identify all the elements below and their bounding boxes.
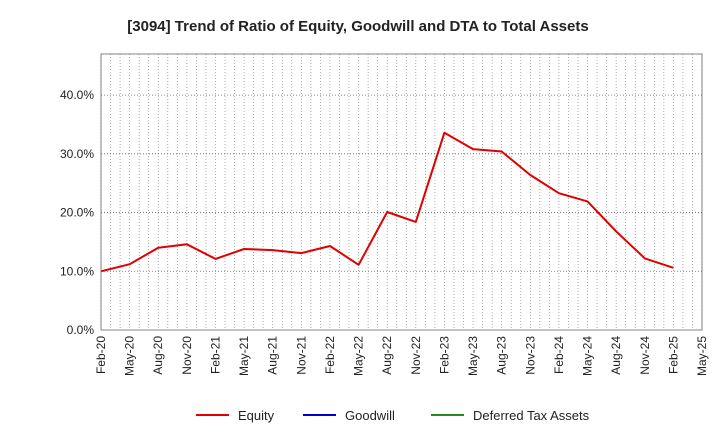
legend-label: Goodwill xyxy=(345,408,395,423)
x-tick-label: Feb-24 xyxy=(552,336,566,374)
x-tick-label: Aug-21 xyxy=(266,336,280,375)
x-tick-label: Feb-20 xyxy=(94,336,108,374)
y-tick-label: 30.0% xyxy=(60,147,94,161)
x-tick-label: May-21 xyxy=(237,336,251,376)
x-tick-label: Feb-23 xyxy=(437,336,451,374)
x-tick-label: Nov-21 xyxy=(294,336,308,375)
x-tick-label: Aug-24 xyxy=(609,336,623,375)
x-tick-label: May-24 xyxy=(581,336,595,376)
x-tick-label: Feb-22 xyxy=(323,336,337,374)
plot-frame xyxy=(100,53,703,331)
x-tick-label: Feb-21 xyxy=(208,336,222,374)
x-tick-label: May-23 xyxy=(466,336,480,376)
y-tick-label: 10.0% xyxy=(60,264,94,278)
series-line-equity xyxy=(100,131,674,273)
plot-area-border xyxy=(100,53,703,331)
series-lines xyxy=(100,131,674,273)
legend-label: Deferred Tax Assets xyxy=(473,408,590,423)
x-tick-label: Nov-24 xyxy=(638,336,652,375)
x-tick-label: May-22 xyxy=(352,336,366,376)
y-tick-label: 40.0% xyxy=(60,88,94,102)
x-tick-label: May-25 xyxy=(695,336,709,376)
legend-label: Equity xyxy=(238,408,275,423)
x-tick-label: May-20 xyxy=(123,336,137,376)
x-tick-label: Aug-20 xyxy=(151,336,165,375)
grid xyxy=(100,54,703,330)
chart-title: [3094] Trend of Ratio of Equity, Goodwil… xyxy=(127,18,588,35)
x-tick-label: Aug-22 xyxy=(380,336,394,375)
x-tick-label: Aug-23 xyxy=(495,336,509,375)
y-tick-label: 20.0% xyxy=(60,206,94,220)
x-tick-label: Nov-22 xyxy=(409,336,423,375)
x-tick-label: Nov-23 xyxy=(523,336,537,375)
x-tick-label: Feb-25 xyxy=(666,336,680,374)
y-axis-ticks: 0.0% 10.0% 20.0% 30.0% 40.0% xyxy=(60,88,94,337)
legend: Equity Goodwill Deferred Tax Assets xyxy=(196,408,590,423)
y-tick-label: 0.0% xyxy=(67,323,95,337)
x-axis-ticks: Feb-20 May-20 Aug-20 Nov-20 Feb-21 May-21 Aug-… xyxy=(94,336,709,376)
x-tick-label: Nov-20 xyxy=(180,336,194,375)
